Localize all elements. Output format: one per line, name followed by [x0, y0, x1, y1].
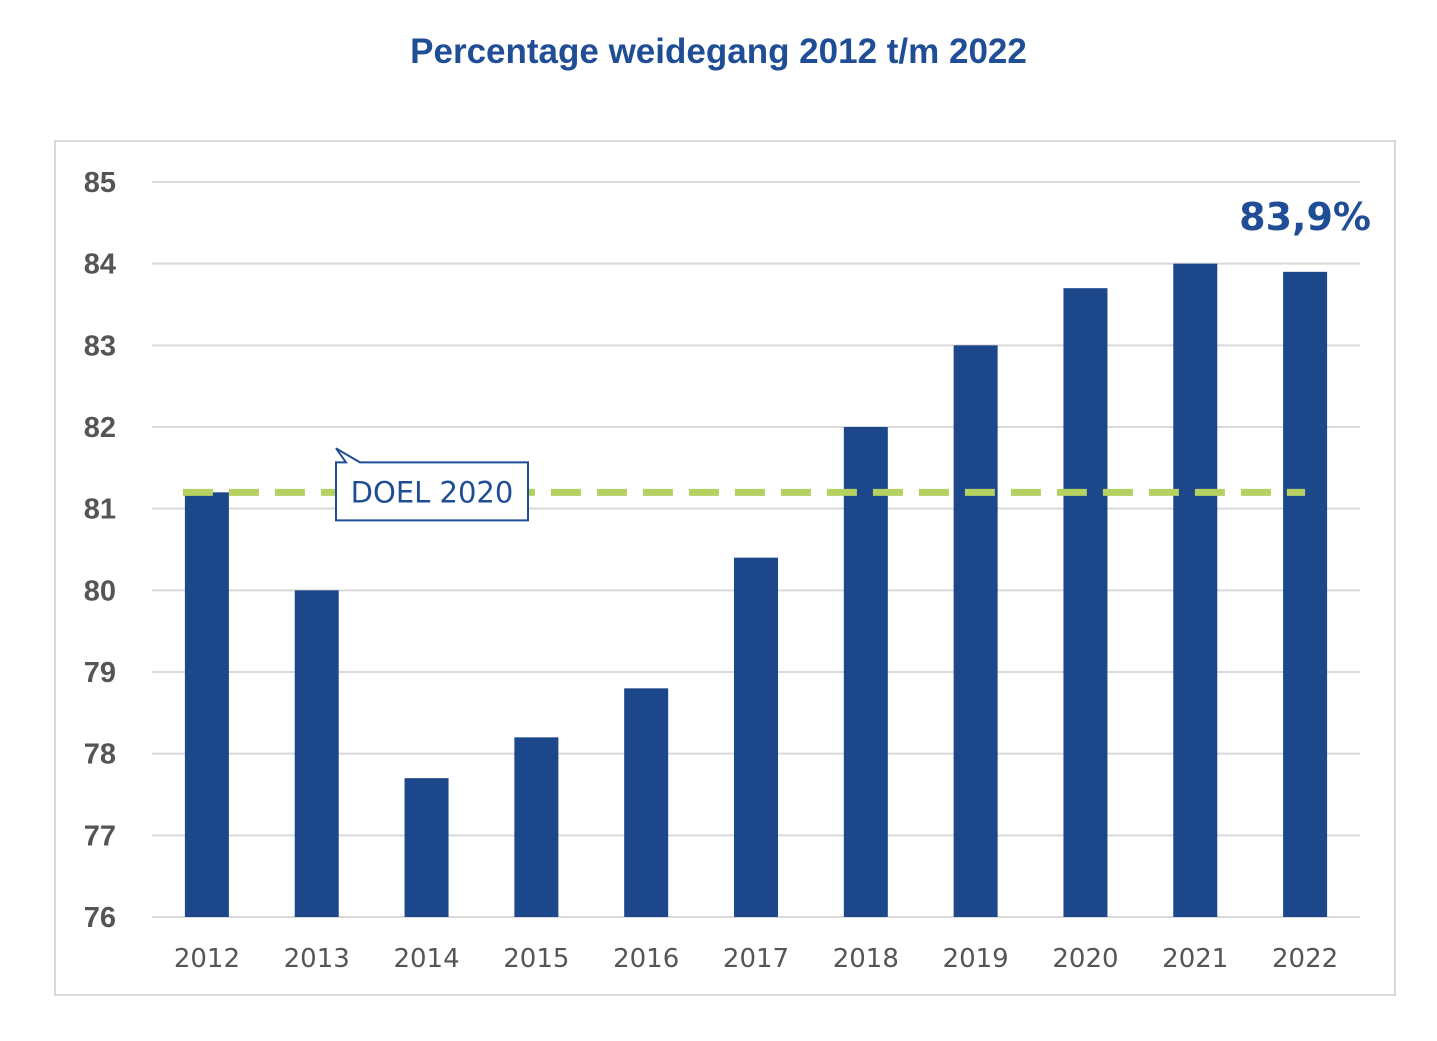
bar-2012 — [184, 492, 229, 917]
x-axis-ticks: 2012 2013 2014 2015 2016 2017 2018 2019 2020 2021… — [174, 944, 1338, 974]
bar-2014 — [404, 778, 449, 917]
x-tick-label: 2017 — [723, 944, 789, 974]
chart-frame: 76 77 78 79 80 81 82 83 84 85 2012 2013 2014 2015 201… — [54, 140, 1396, 996]
x-tick-label: 2014 — [393, 944, 459, 974]
bar-2022 — [1283, 271, 1328, 917]
y-tick-label: 77 — [84, 820, 116, 852]
bar-2015 — [514, 737, 559, 917]
x-tick-label: 2020 — [1052, 944, 1118, 974]
x-tick-label: 2018 — [833, 944, 899, 974]
x-tick-label: 2019 — [943, 944, 1009, 974]
bar-2016 — [624, 688, 669, 917]
y-tick-label: 81 — [84, 494, 116, 526]
bar-2020 — [1063, 288, 1108, 917]
y-tick-label: 85 — [84, 167, 116, 199]
bars — [184, 263, 1328, 918]
x-tick-label: 2012 — [174, 944, 240, 974]
bar-2019 — [953, 345, 998, 917]
y-tick-label: 83 — [84, 330, 116, 362]
bar-2013 — [294, 590, 339, 917]
x-tick-label: 2021 — [1162, 944, 1228, 974]
x-tick-label: 2015 — [503, 944, 569, 974]
y-tick-label: 79 — [84, 657, 116, 689]
x-tick-label: 2022 — [1272, 944, 1338, 974]
y-tick-label: 82 — [84, 412, 116, 444]
y-tick-label: 76 — [84, 902, 116, 934]
chart-title: Percentage weidegang 2012 t/m 2022 — [410, 32, 1027, 71]
x-tick-label: 2016 — [613, 944, 679, 974]
bar-2018 — [843, 427, 888, 917]
callout-box — [335, 447, 529, 522]
y-tick-label: 80 — [84, 575, 116, 607]
bar-2021 — [1173, 263, 1218, 918]
y-tick-label: 78 — [84, 739, 116, 771]
target-line-label: DOEL 2020 — [351, 475, 514, 509]
x-tick-label: 2013 — [284, 944, 350, 974]
y-axis-ticks: 76 77 78 79 80 81 82 83 84 85 — [84, 167, 116, 934]
y-tick-label: 84 — [84, 249, 116, 281]
data-label-2022: 83,9% — [1239, 195, 1371, 239]
target-callout: DOEL 2020 — [335, 447, 529, 522]
bar-2017 — [734, 557, 778, 917]
